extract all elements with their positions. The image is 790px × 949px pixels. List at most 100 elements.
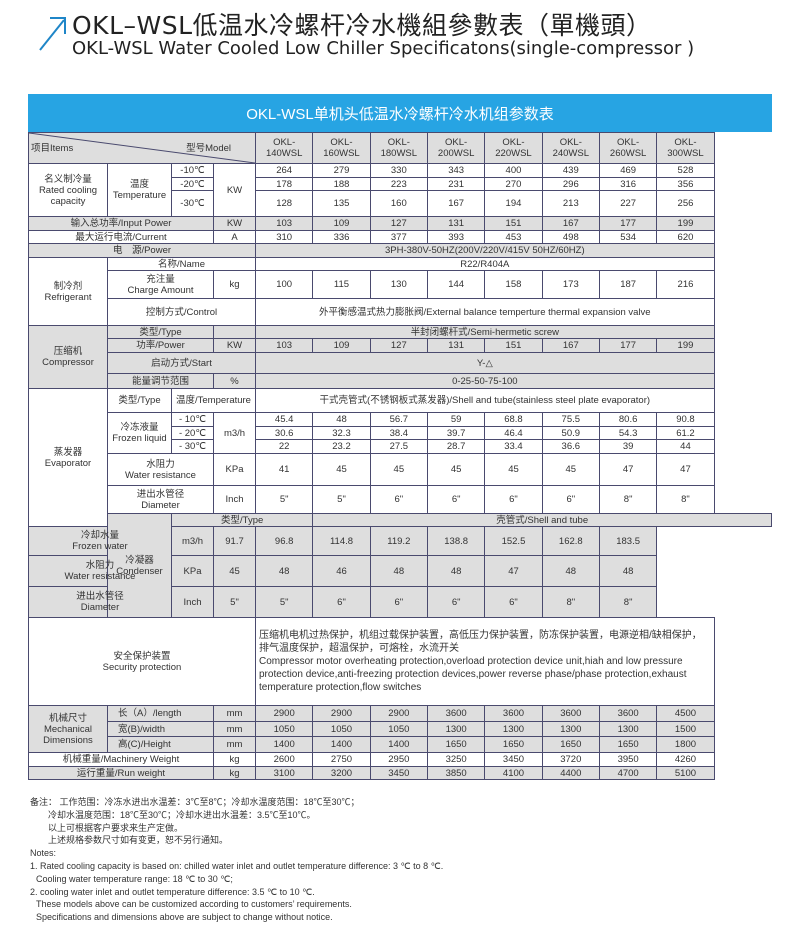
note-line: Notes:: [30, 848, 57, 859]
table-row: - 20℃ 30.6 32.3 38.4 39.7 46.4 50.9 54.3 61.2: [29, 426, 772, 440]
unit-cell: m3/h: [171, 526, 214, 556]
value-cell: 127: [369, 216, 428, 231]
value-cell: 138.8: [426, 526, 486, 556]
value-cell: 56.7: [369, 412, 428, 427]
value-cell: 1650: [598, 736, 658, 753]
row-label: 长（A）/length: [107, 705, 214, 722]
value-cell: 47: [656, 453, 715, 486]
temp-cell: -10℃: [171, 163, 214, 178]
note-line: These models above can be customized acc…: [36, 899, 352, 910]
table-row: 蒸发器 Evaporator 类型/Type 温度/Temperature 干式壳管式…: [28, 388, 772, 527]
value-cell: 199: [656, 338, 715, 353]
model-header: OKL- 240WSL: [541, 132, 600, 164]
rated-cooling-label: 名义制冷量 Rated cooling capacity: [28, 163, 108, 217]
unit-cell: [213, 325, 256, 339]
table-row: 机械尺寸 Mechanical Dimensions 长（A）/length mm 2…: [28, 705, 772, 753]
value-cell: 3100: [254, 766, 314, 780]
model-header: OKL- 200WSL: [426, 132, 486, 164]
row-label: 进出水管径 Diameter: [107, 485, 214, 514]
header-corner: 项目Items 型号Model: [28, 132, 256, 164]
span-value: 壳管式/Shell and tube: [312, 513, 772, 527]
value-cell: 3600: [598, 705, 658, 722]
unit-cell: KW: [213, 338, 256, 353]
row-label: 启动方式/Start: [107, 352, 256, 374]
value-cell: 131: [426, 216, 486, 231]
value-cell: 5": [254, 586, 314, 618]
row-label: 高(C)/Height: [107, 736, 214, 753]
value-cell: 256: [656, 190, 715, 217]
unit-cell: %: [213, 373, 256, 389]
value-cell: 6": [369, 485, 428, 514]
value-cell: 316: [598, 177, 658, 191]
value-cell: 1050: [254, 721, 314, 737]
table-row: 机械重量/Machinery Weight kg 2600 2750 2950 3250 3…: [28, 752, 772, 767]
row-label: 最大运行电流/Current: [28, 230, 214, 244]
value-cell: 177: [598, 338, 658, 353]
header-row: 项目Items 型号Model OKL- 140WSL OKL- 160WSL OK…: [28, 132, 772, 164]
note-line: Specifications and dimensions above are …: [36, 912, 333, 923]
value-cell: 264: [254, 163, 314, 178]
row-label: 充注量 Charge Amount: [107, 270, 214, 299]
row-label: 水阻力 Water resistance: [107, 453, 214, 486]
value-cell: 130: [369, 270, 428, 299]
page-title: OKL–WSL低温水冷螺杆冷水機組參數表（單機頭）: [72, 11, 652, 40]
value-cell: 131: [426, 338, 486, 353]
value-cell: 50.9: [541, 426, 600, 440]
value-cell: 310: [254, 230, 314, 244]
table-row: 功率/Power KW 103 109 127 131 151 167 177 199: [29, 338, 772, 353]
span-value: 干式壳管式(不锈钢板式蒸发器)/Shell and tube(stainless…: [255, 388, 715, 413]
value-cell: 30.6: [254, 426, 314, 440]
value-cell: 6": [312, 586, 371, 618]
value-cell: 167: [541, 216, 600, 231]
value-cell: 1300: [484, 721, 543, 737]
table-row: 启动方式/Start Y-△: [29, 352, 772, 374]
value-cell: 177: [598, 216, 658, 231]
value-cell: 144: [426, 270, 486, 299]
value-cell: 534: [598, 230, 658, 244]
note-line: 备注： 工作范围：冷冻水进出水温差：3℃至8℃；冷却水温度范围：18℃至30℃；: [30, 797, 360, 807]
value-cell: 46: [312, 555, 371, 587]
model-label: 型号Model: [186, 143, 231, 154]
value-cell: 39.7: [426, 426, 486, 440]
value-cell: 3850: [426, 766, 486, 780]
items-label: 项目Items: [31, 143, 74, 154]
frozen-liquid-label: 冷冻液量 Frozen liquid: [107, 412, 172, 454]
security-label: 安全保护装置 Security protection: [28, 617, 256, 706]
row-label: 能量调节范围: [107, 373, 214, 389]
row-label: 机械重量/Machinery Weight: [28, 752, 214, 767]
row-label: 类型/Type: [170, 513, 314, 527]
value-cell: 28.7: [426, 439, 486, 454]
evaporator-label: 蒸发器 Evaporator: [28, 388, 108, 527]
value-cell: 1400: [254, 736, 314, 753]
value-cell: 41: [254, 453, 314, 486]
temp-cell: -20℃: [171, 177, 214, 191]
value-cell: 393: [426, 230, 486, 244]
value-cell: 620: [656, 230, 715, 244]
value-cell: 343: [426, 163, 486, 178]
value-cell: 167: [541, 338, 600, 353]
unit-cell: kg: [213, 766, 256, 780]
value-cell: 80.6: [598, 412, 658, 427]
value-cell: 3600: [541, 705, 600, 722]
value-cell: 270: [484, 177, 543, 191]
page-subtitle: OKL-WSL Water Cooled Low Chiller Specifi…: [72, 38, 695, 59]
unit-cell: Inch: [213, 485, 256, 514]
value-cell: 48: [254, 555, 314, 587]
unit-cell: mm: [213, 736, 256, 753]
temp-cell: - 20℃: [171, 426, 214, 440]
value-cell: 4260: [656, 752, 715, 767]
table-row: 宽(B)/width mm 1050 1050 1050 1300 1300 1300 1300…: [29, 721, 772, 737]
value-cell: 45: [484, 453, 543, 486]
value-cell: 103: [254, 216, 314, 231]
value-cell: 151: [484, 338, 543, 353]
value-cell: 3600: [484, 705, 543, 722]
unit-cell: kg: [213, 270, 256, 299]
table-row: 控制方式/Control 外平衡感温式热力膨胀阀/External balance…: [29, 298, 772, 326]
value-cell: 68.8: [484, 412, 543, 427]
value-cell: 1650: [484, 736, 543, 753]
temperature-label: 温度 Temperature: [107, 163, 172, 217]
value-cell: 336: [312, 230, 371, 244]
value-cell: 3950: [598, 752, 658, 767]
value-cell: 8": [598, 485, 658, 514]
value-cell: 45: [426, 453, 486, 486]
